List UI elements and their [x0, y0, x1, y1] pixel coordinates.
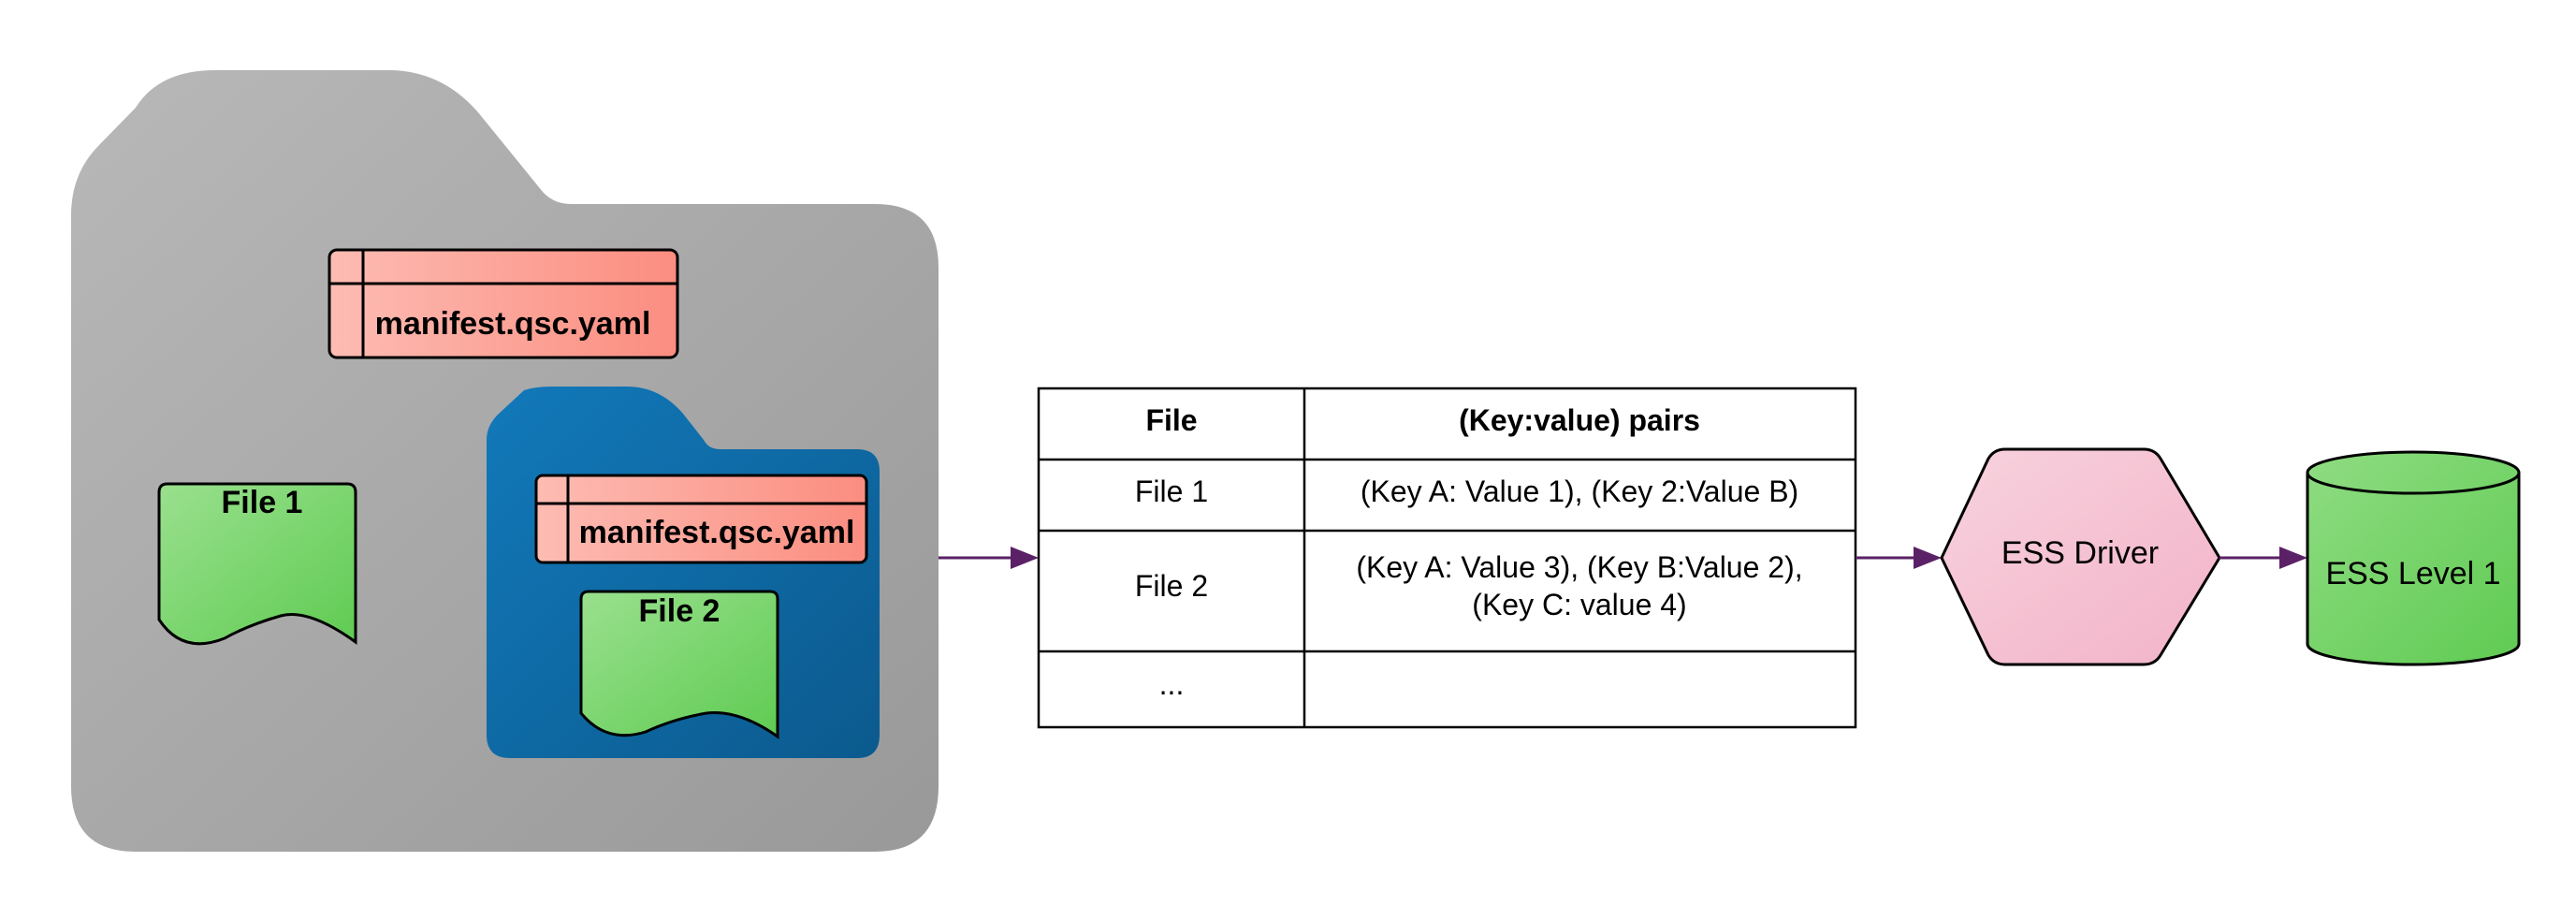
ess-level1-storage: ESS Level 1: [2306, 450, 2521, 666]
table-row-pairs: (Key C: value 4): [1472, 588, 1686, 621]
arrowhead-icon: [1011, 547, 1039, 569]
manifest-label-inner: manifest.qsc.yaml: [579, 515, 855, 550]
storage-label: ESS Level 1: [2325, 556, 2500, 591]
table-header-pairs: (Key:value) pairs: [1459, 403, 1700, 437]
arrow-table-to-driver: [1856, 547, 1942, 569]
table-row-pairs: (Key A: Value 1), (Key 2:Value B): [1361, 475, 1798, 508]
arrowhead-icon: [2279, 547, 2307, 569]
arrowhead-icon: [1914, 547, 1942, 569]
file1-document: File 1: [157, 482, 357, 646]
file2-document: File 2: [579, 590, 779, 739]
manifest-table-icon: [327, 248, 679, 359]
database-icon: [2306, 450, 2521, 666]
table-header-file: File: [1145, 403, 1197, 437]
arrow-folder-to-table: [939, 547, 1039, 569]
table-row-file: ...: [1159, 667, 1185, 701]
outer-folder: manifest.qsc.yaml File 1 manifest.qsc.ya…: [71, 70, 939, 852]
manifest-label-outer: manifest.qsc.yaml: [375, 306, 651, 342]
file2-label: File 2: [639, 593, 720, 629]
manifest-file-outer: manifest.qsc.yaml: [327, 248, 679, 359]
table-row-file: File 2: [1135, 569, 1208, 603]
document-icon: [157, 482, 357, 646]
manifest-file-inner: manifest.qsc.yaml: [534, 474, 868, 564]
table-row-pairs: (Key A: Value 3), (Key B:Value 2),: [1356, 550, 1802, 584]
file1-label: File 1: [222, 485, 303, 520]
mapping-table: File (Key:value) pairs File 1 (Key A: Va…: [1037, 387, 1857, 729]
arrow-driver-to-storage: [2219, 547, 2307, 569]
manifest-table-icon: [534, 474, 868, 564]
ess-driver: ESS Driver: [1940, 447, 2221, 666]
driver-label: ESS Driver: [2001, 535, 2159, 571]
document-icon: [579, 590, 779, 739]
table-row-file: File 1: [1135, 475, 1208, 508]
inner-folder: manifest.qsc.yaml File 2: [487, 387, 880, 758]
